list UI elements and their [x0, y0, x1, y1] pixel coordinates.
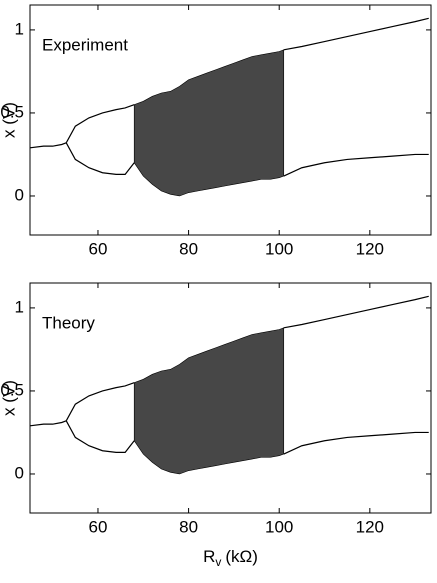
branch-line: [65, 420, 135, 453]
x-tick-label: 80: [179, 239, 198, 258]
x-tick-label: 60: [89, 517, 108, 536]
branch-line: [283, 431, 429, 455]
y-tick-label: 0: [15, 185, 24, 204]
y-tick-label: 0.5: [0, 102, 24, 121]
branch-line: [65, 382, 135, 422]
x-tick-label: 60: [89, 239, 108, 258]
y-tick-label: 0: [15, 463, 24, 482]
x-tick-label: 120: [356, 517, 384, 536]
x-axis-label: Rv (kΩ): [203, 547, 258, 569]
chaotic-band: [133, 327, 285, 475]
branch-line: [283, 153, 429, 177]
y-tick-label: 1: [15, 19, 24, 38]
x-axis-label-sub: v: [215, 555, 221, 569]
branch-line: [65, 104, 135, 144]
plot-frame: [29, 4, 432, 236]
x-axis-label-unit: (kΩ): [225, 547, 258, 566]
branch-line: [283, 295, 429, 329]
y-tick-label: 1: [15, 297, 24, 316]
y-tick-label: 0.5: [0, 380, 24, 399]
plot-frame: [29, 282, 432, 514]
chaotic-band: [133, 49, 285, 197]
x-tick-label: 100: [265, 517, 293, 536]
x-tick-label: 80: [179, 517, 198, 536]
y-axis-label: x (V): [0, 380, 18, 416]
branch-line: [65, 142, 135, 175]
x-axis-label-main: R: [203, 547, 215, 566]
branch-line: [29, 142, 67, 149]
x-tick-label: 100: [265, 239, 293, 258]
panel-label: Experiment: [42, 35, 128, 54]
branch-line: [29, 420, 67, 427]
y-axis-label: x (V): [0, 102, 18, 138]
branch-line: [283, 17, 429, 51]
panel-label: Theory: [42, 313, 95, 332]
x-tick-label: 120: [356, 239, 384, 258]
